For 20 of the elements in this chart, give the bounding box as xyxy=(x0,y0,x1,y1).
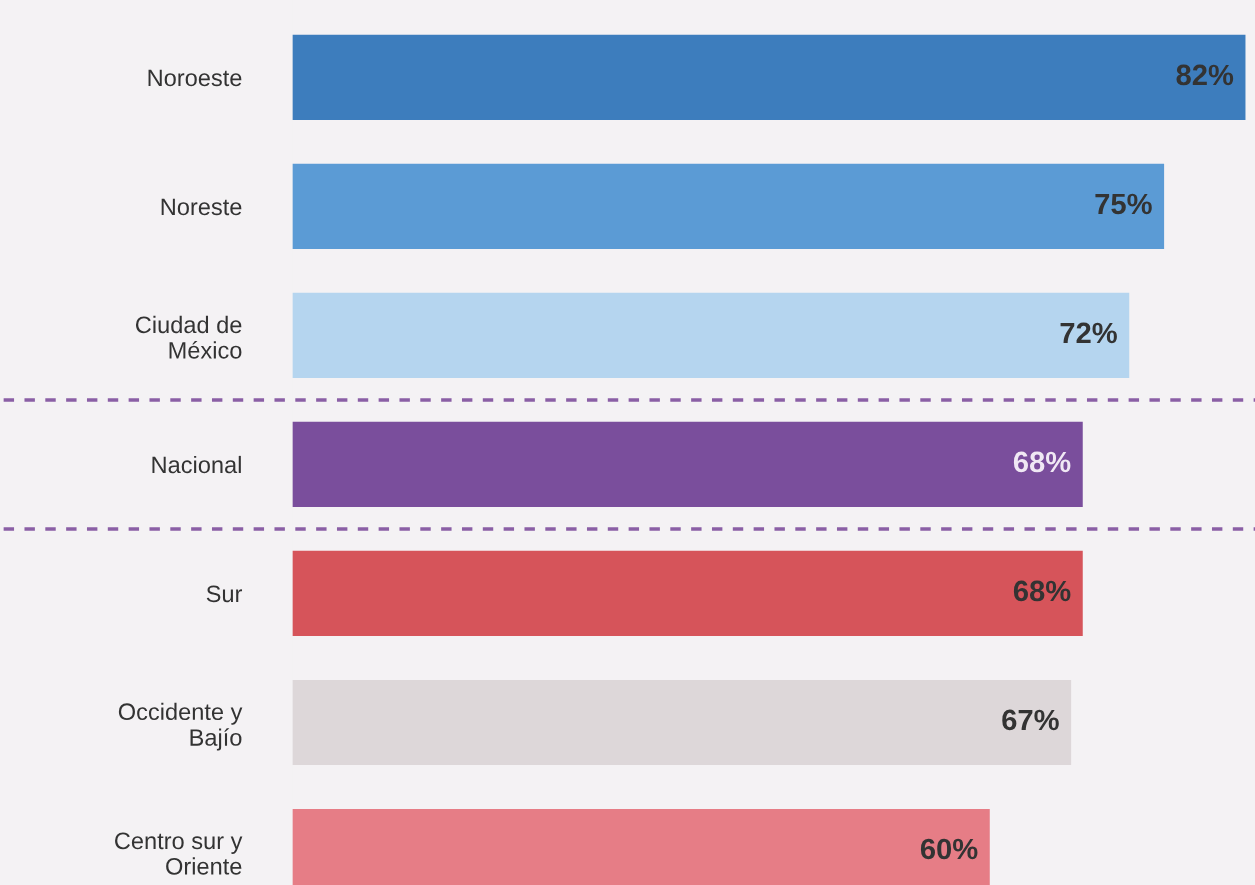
bar xyxy=(292,679,1072,766)
y-tick-label: Noreste xyxy=(161,198,242,216)
data-label: 72% xyxy=(1060,322,1117,344)
y-tick-label: Nacional xyxy=(152,455,241,474)
data-label: 82% xyxy=(1176,64,1234,86)
bar xyxy=(292,163,1165,249)
data-label: 60% xyxy=(920,838,978,860)
y-tick-label: Occidente y Bajío xyxy=(118,702,243,751)
y-tick-label: Ciudad de México xyxy=(135,315,242,359)
bar xyxy=(292,292,1130,378)
data-label: 67% xyxy=(1002,709,1059,731)
y-tick-label: Centro sur y Oriente xyxy=(115,832,243,875)
bar xyxy=(292,550,1083,637)
data-label: 75% xyxy=(1095,193,1152,215)
bar xyxy=(292,421,1083,507)
data-label: 68% xyxy=(1013,451,1071,473)
data-label: 68% xyxy=(1013,580,1071,602)
bar xyxy=(292,34,1246,120)
y-tick-label: Noroeste xyxy=(148,69,242,87)
y-tick-label: Sur xyxy=(206,585,243,603)
